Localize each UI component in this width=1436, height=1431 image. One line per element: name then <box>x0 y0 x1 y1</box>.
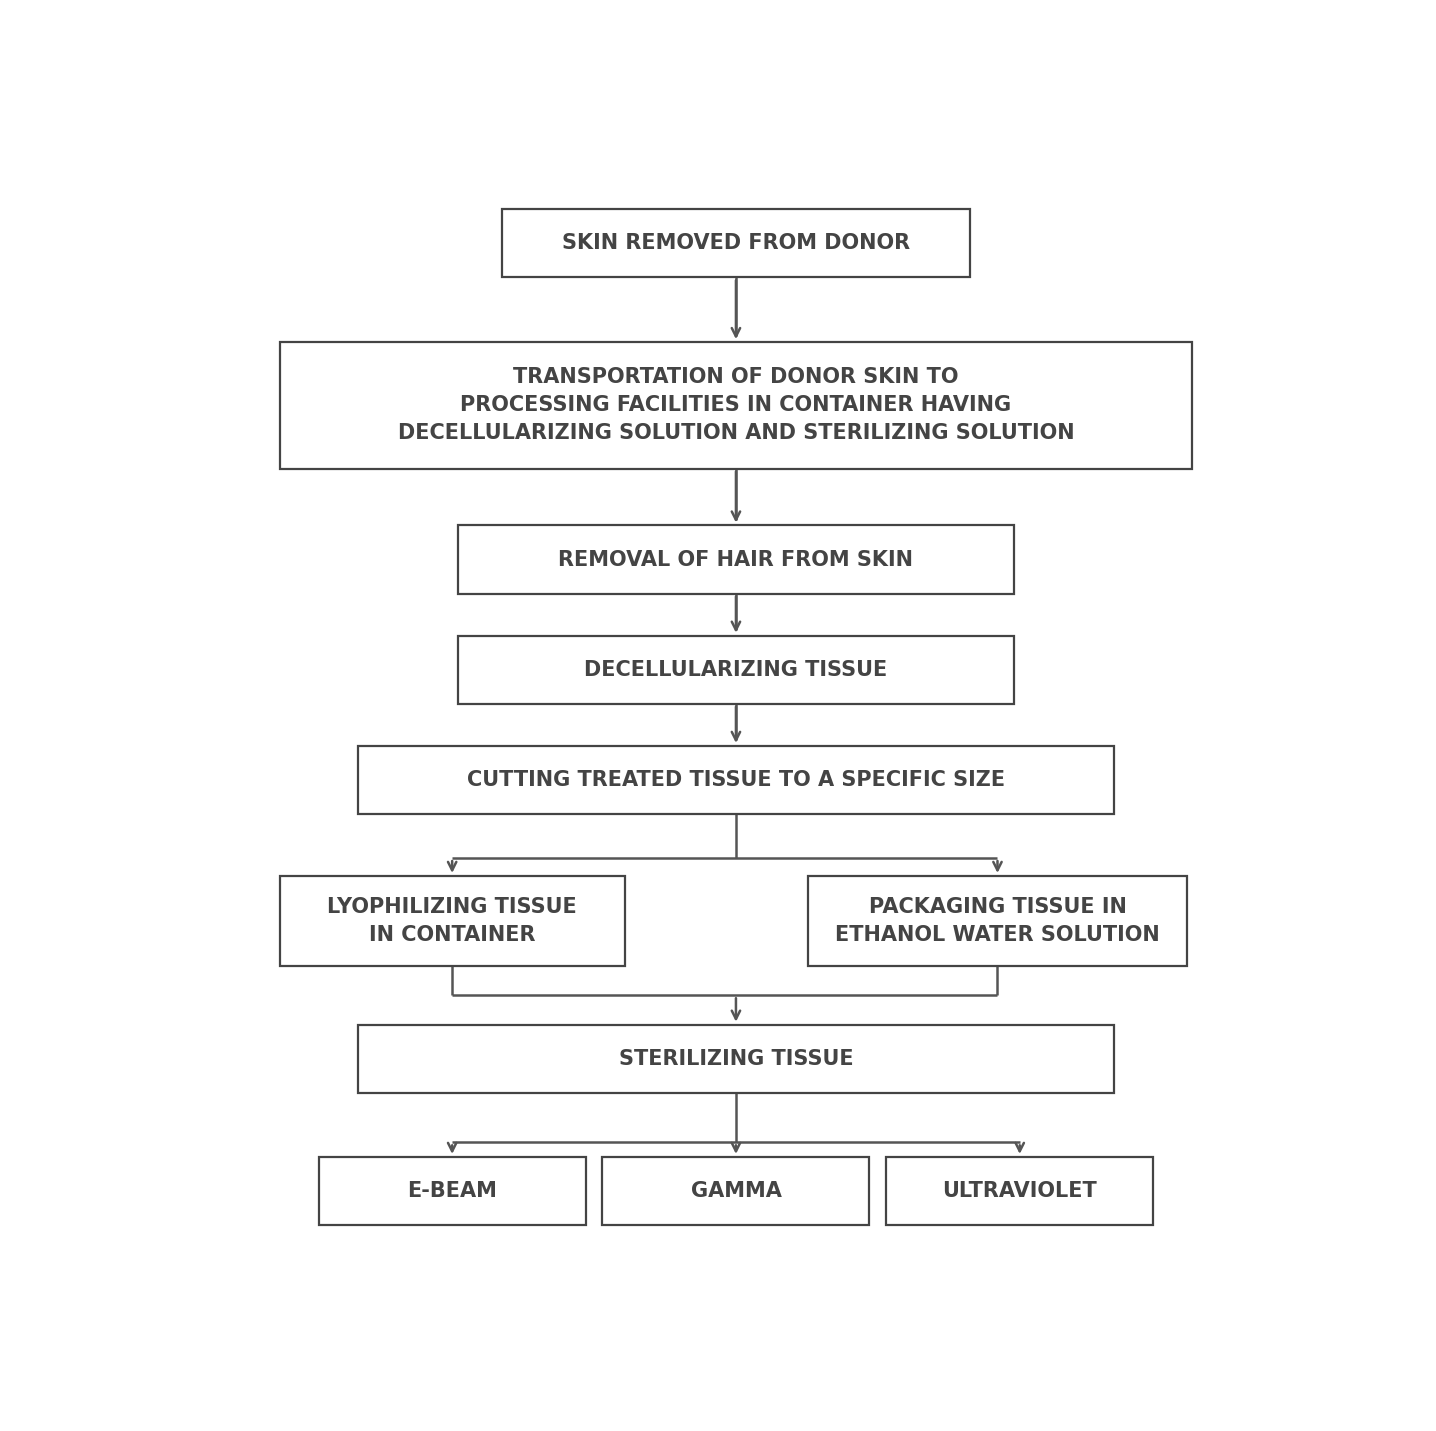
FancyBboxPatch shape <box>358 746 1114 814</box>
Text: LYOPHILIZING TISSUE
IN CONTAINER: LYOPHILIZING TISSUE IN CONTAINER <box>327 897 577 944</box>
FancyBboxPatch shape <box>458 525 1014 594</box>
Text: TRANSPORTATION OF DONOR SKIN TO
PROCESSING FACILITIES IN CONTAINER HAVING
DECELL: TRANSPORTATION OF DONOR SKIN TO PROCESSI… <box>398 368 1074 444</box>
FancyBboxPatch shape <box>280 876 625 966</box>
Text: REMOVAL OF HAIR FROM SKIN: REMOVAL OF HAIR FROM SKIN <box>559 550 913 570</box>
FancyBboxPatch shape <box>358 1025 1114 1093</box>
FancyBboxPatch shape <box>503 209 969 278</box>
Text: GAMMA: GAMMA <box>691 1181 781 1201</box>
Text: ULTRAVIOLET: ULTRAVIOLET <box>942 1181 1097 1201</box>
FancyBboxPatch shape <box>280 342 1192 469</box>
FancyBboxPatch shape <box>603 1156 870 1225</box>
FancyBboxPatch shape <box>458 635 1014 704</box>
Text: DECELLULARIZING TISSUE: DECELLULARIZING TISSUE <box>584 660 887 680</box>
FancyBboxPatch shape <box>886 1156 1153 1225</box>
Text: SKIN REMOVED FROM DONOR: SKIN REMOVED FROM DONOR <box>561 233 910 253</box>
FancyBboxPatch shape <box>808 876 1186 966</box>
Text: STERILIZING TISSUE: STERILIZING TISSUE <box>619 1049 853 1069</box>
FancyBboxPatch shape <box>319 1156 586 1225</box>
Text: PACKAGING TISSUE IN
ETHANOL WATER SOLUTION: PACKAGING TISSUE IN ETHANOL WATER SOLUTI… <box>836 897 1160 944</box>
Text: E-BEAM: E-BEAM <box>408 1181 497 1201</box>
Text: CUTTING TREATED TISSUE TO A SPECIFIC SIZE: CUTTING TREATED TISSUE TO A SPECIFIC SIZ… <box>467 770 1005 790</box>
